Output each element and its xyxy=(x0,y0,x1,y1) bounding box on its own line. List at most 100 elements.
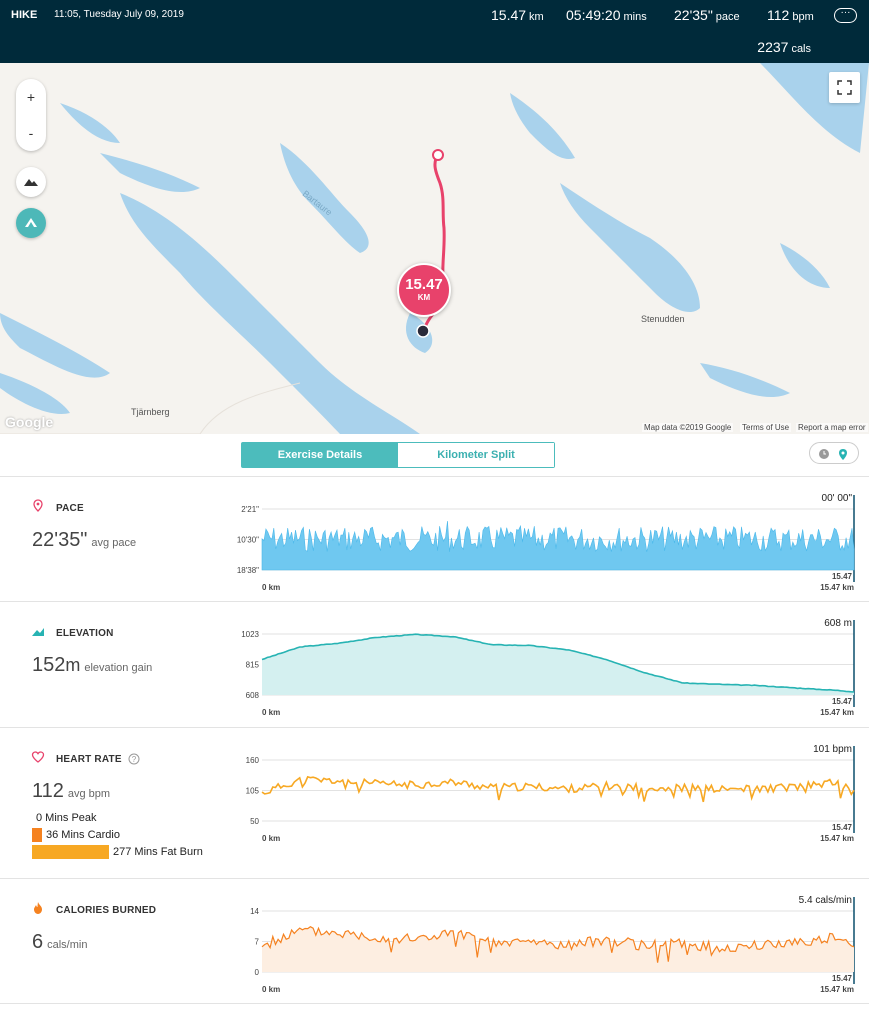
x-end-label: 15.47 km xyxy=(820,708,854,717)
calories-label: cals/min xyxy=(47,939,88,951)
pace-summary: 22'35" avg pace xyxy=(32,529,136,552)
heart-rate-chart[interactable]: 160 105 500 km 15.47 km 15.47 101 bpm xyxy=(230,728,869,852)
y-tick-label: 10'30" xyxy=(237,536,259,545)
y-tick-label: 0 xyxy=(255,968,260,977)
route-path xyxy=(422,154,446,333)
pace-label: avg pace xyxy=(91,537,137,549)
calories-summary: 6 cals/min xyxy=(32,931,87,954)
view-toggle[interactable] xyxy=(809,442,859,464)
calories-value: 6 xyxy=(32,931,44,953)
y-tick-label: 2'21" xyxy=(241,505,259,514)
terrain-toggle-button[interactable] xyxy=(16,167,46,197)
calories-chart[interactable]: 14 7 00 km 15.47 km 15.47 5.4 cals/min xyxy=(230,879,869,1003)
x-start-label: 0 km xyxy=(262,834,280,843)
map-data-attribution: Map data ©2019 Google xyxy=(642,423,734,432)
route-end-marker xyxy=(416,324,430,338)
elevation-unit: m xyxy=(65,655,81,675)
y-tick-label: 105 xyxy=(246,787,260,796)
route-start-marker xyxy=(432,149,444,161)
pin-distance-value: 15.47 xyxy=(405,276,443,293)
mountain-icon xyxy=(24,179,38,186)
section-divider xyxy=(0,1003,869,1004)
section-divider xyxy=(0,476,869,477)
pin-distance-unit: KM xyxy=(417,293,431,302)
y-tick-label: 1023 xyxy=(241,630,259,639)
pace-stat: 22'35" pace xyxy=(674,7,740,23)
elevation-section: ELEVATION 152m elevation gain 1023 815 608 0… xyxy=(0,602,869,726)
pace-series xyxy=(261,520,855,571)
zone-peak-label: 0 Mins Peak xyxy=(36,811,97,824)
end-marker-label: 15.47 xyxy=(832,974,853,983)
cursor-readout: 5.4 cals/min xyxy=(799,895,852,906)
zone-fat-burn-label: 277 Mins Fat Burn xyxy=(113,845,203,858)
elevation-icon xyxy=(32,628,44,636)
map-place-label: Stenudden xyxy=(641,314,685,324)
distance-stat: 15.47 km xyxy=(491,7,544,23)
x-start-label: 0 km xyxy=(262,708,280,717)
elevation-area xyxy=(262,634,854,695)
report-map-error-link[interactable]: Report a map error xyxy=(796,423,868,432)
flame-icon xyxy=(34,902,42,914)
zone-fat-burn: 277 Mins Fat Burn xyxy=(32,845,203,859)
calories-line xyxy=(261,925,855,963)
zone-peak: 0 Mins Peak xyxy=(32,811,97,825)
calories-section: CALORIES BURNED 6 cals/min 14 7 0 0 km 15.47 … xyxy=(0,879,869,1003)
zone-cardio-bar xyxy=(32,828,42,842)
end-marker-label: 15.47 xyxy=(832,823,853,832)
y-tick-label: 608 xyxy=(246,691,260,700)
calories-stat: 2237 cals xyxy=(757,39,811,55)
pace-title: PACE xyxy=(56,503,84,514)
zoom-out-button[interactable]: - xyxy=(28,125,34,141)
recenter-button[interactable] xyxy=(16,208,46,238)
heart-rate-title: HEART RATE xyxy=(56,754,122,765)
heart-rate-line xyxy=(261,775,855,803)
elevation-title: ELEVATION xyxy=(56,628,114,639)
duration-stat: 05:49:20 mins xyxy=(566,7,647,23)
tab-exercise-details[interactable]: Exercise Details xyxy=(242,443,398,467)
section-divider xyxy=(0,601,869,602)
x-end-label: 15.47 km xyxy=(820,985,854,994)
google-logo: Google xyxy=(5,414,54,430)
y-tick-label: 815 xyxy=(246,661,260,670)
activity-datetime: 11:05, Tuesday July 09, 2019 xyxy=(54,9,184,20)
heart-rate-section: HEART RATE ? 112 avg bpm 0 Mins Peak 36 M… xyxy=(0,728,869,878)
y-tick-label: 7 xyxy=(255,938,260,947)
zone-cardio-label: 36 Mins Cardio xyxy=(46,828,120,841)
end-marker-label: 15.47 xyxy=(832,572,853,581)
y-tick-label: 160 xyxy=(246,756,260,765)
cursor-readout: 00' 00" xyxy=(822,493,853,504)
heart-rate-value: 112 xyxy=(32,780,64,802)
end-marker-label: 15.47 xyxy=(832,697,853,706)
help-icon[interactable]: ? xyxy=(128,753,140,765)
fullscreen-button[interactable] xyxy=(829,72,860,103)
zoom-in-button[interactable]: + xyxy=(26,89,36,105)
activity-header: HIKE 11:05, Tuesday July 09, 2019 15.47 k… xyxy=(0,0,869,63)
x-end-label: 15.47 km xyxy=(820,834,854,843)
y-tick-label: 14 xyxy=(250,907,259,916)
heart-icon xyxy=(31,751,45,763)
heart-rate-summary: 112 avg bpm xyxy=(32,780,110,803)
activity-type: HIKE xyxy=(11,9,38,21)
section-divider xyxy=(0,727,869,728)
hiker-icon xyxy=(25,218,37,227)
zone-fat-burn-bar xyxy=(32,845,109,859)
heart-rate-stat: 112 bpm xyxy=(767,7,814,23)
fullscreen-icon xyxy=(837,80,852,95)
pace-chart[interactable]: 2'21" 10'30" 18'38"0 km 15.47 km 15.47 00' 00… xyxy=(230,477,869,601)
y-tick-label: 18'38" xyxy=(237,566,259,575)
cursor-readout: 608 m xyxy=(824,618,852,629)
tab-kilometer-split[interactable]: Kilometer Split xyxy=(398,443,554,467)
heart-rate-label: avg bpm xyxy=(67,788,111,800)
more-options-button[interactable]: ··· xyxy=(834,8,857,23)
route-map[interactable]: + - 15.47 KM Stenudden Tjärnberg Bartaur… xyxy=(0,63,869,434)
elevation-value: 152 xyxy=(32,654,66,676)
svg-text:?: ? xyxy=(132,755,137,764)
x-end-label: 15.47 km xyxy=(820,583,854,592)
section-divider xyxy=(0,878,869,879)
terms-link[interactable]: Terms of Use xyxy=(740,423,792,432)
cursor-readout: 101 bpm xyxy=(813,744,852,755)
details-tabs: Exercise Details Kilometer Split xyxy=(241,442,555,468)
elevation-line xyxy=(261,633,855,693)
elevation-label: elevation gain xyxy=(84,662,153,674)
